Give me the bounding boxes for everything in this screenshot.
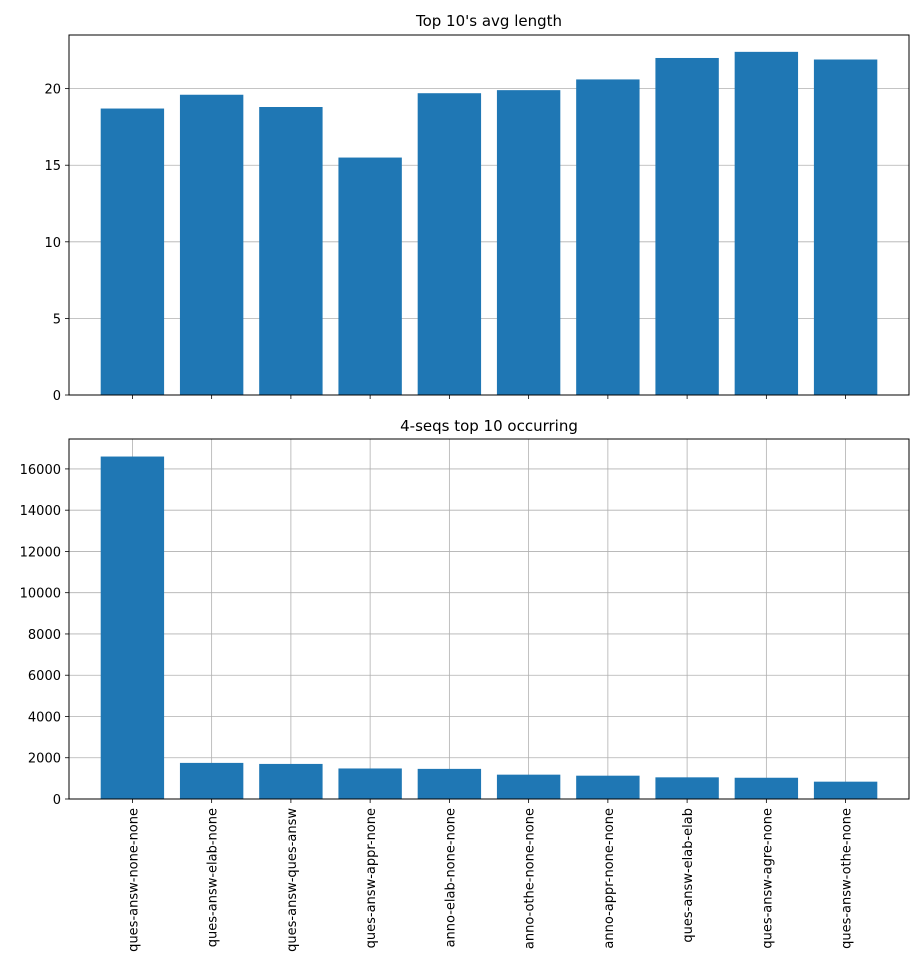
four-seqs-x-tick-label: anno-elab-none-none xyxy=(443,808,458,947)
four-seqs-plot-frame xyxy=(68,438,910,800)
four-seqs-bar xyxy=(338,768,402,799)
four-seqs-y-tick-label: 14000 xyxy=(20,504,61,519)
avg-length-bar xyxy=(417,93,482,395)
four-seqs-y-axis: 0 2000 4000 6000 8000 10000 12000 14000 16000 xyxy=(20,463,69,808)
four-seqs-x-tick-label: ques-answ-elab-elab xyxy=(681,808,696,943)
four-seqs-bar xyxy=(655,777,719,799)
four-seqs-y-tick-label: 0 xyxy=(53,793,61,808)
avg-length-x-axis xyxy=(131,395,847,399)
avg-length-plot-frame xyxy=(68,34,910,396)
avg-length-y-tick-label: 5 xyxy=(53,312,61,327)
four-seqs-x-tick-label: ques-answ-ques-answ xyxy=(285,808,300,952)
avg-length-bar xyxy=(576,79,640,395)
avg-length-chart-title: Top 10's avg length xyxy=(415,12,562,30)
four-seqs-y-tick-label: 8000 xyxy=(28,628,61,643)
avg-length-y-tick-label: 0 xyxy=(53,389,61,404)
four-seqs-x-tick-label: anno-appr-none-none xyxy=(602,808,617,949)
avg-length-y-tick-label: 20 xyxy=(44,83,61,98)
four-seqs-y-tick-label: 16000 xyxy=(20,463,61,478)
four-seqs-x-axis: ques-answ-none-none ques-answ-elab-none qu… xyxy=(126,799,855,952)
four-seqs-bar xyxy=(734,777,799,799)
avg-length-y-axis: 0 5 10 15 20 xyxy=(44,83,69,404)
four-seqs-x-tick-label: ques-answ-appr-none xyxy=(364,808,379,948)
avg-length-bar xyxy=(496,90,561,396)
avg-length-y-tick-label: 15 xyxy=(44,159,61,174)
four-seqs-bar xyxy=(259,763,323,799)
four-seqs-chart-title: 4-seqs top 10 occurring xyxy=(400,417,578,435)
four-seqs-bar xyxy=(496,774,561,799)
four-seqs-chart: 4-seqs top 10 occurring 0 2000 4000 6000 800… xyxy=(20,417,910,952)
four-seqs-bar xyxy=(179,762,244,799)
avg-length-bar xyxy=(813,59,878,395)
four-seqs-x-tick-label: ques-answ-agre-none xyxy=(760,808,775,949)
avg-length-bar xyxy=(338,157,402,395)
four-seqs-bar xyxy=(576,775,640,799)
avg-length-bar xyxy=(100,108,165,395)
avg-length-bar xyxy=(655,57,719,395)
four-seqs-y-tick-label: 12000 xyxy=(20,545,61,560)
four-seqs-x-tick-label: anno-othe-none-none xyxy=(523,808,538,949)
four-seqs-x-tick-label: ques-answ-othe-none xyxy=(840,808,855,949)
avg-length-chart: Top 10's avg length 0 5 10 15 20 xyxy=(44,12,910,404)
avg-length-bar xyxy=(259,107,323,395)
four-seqs-x-tick-label: ques-answ-elab-none xyxy=(206,808,221,947)
avg-length-bar xyxy=(179,94,244,395)
four-seqs-bar xyxy=(100,456,165,799)
four-seqs-y-tick-label: 4000 xyxy=(28,710,61,725)
four-seqs-bar xyxy=(813,781,878,799)
four-seqs-x-tick-label: ques-answ-none-none xyxy=(126,808,141,952)
avg-length-y-tick-label: 10 xyxy=(44,236,61,251)
four-seqs-y-tick-label: 2000 xyxy=(28,752,61,767)
four-seqs-bars xyxy=(100,456,878,799)
avg-length-bar xyxy=(734,51,799,395)
four-seqs-y-tick-label: 6000 xyxy=(28,669,61,684)
avg-length-bars xyxy=(100,51,878,396)
four-seqs-bar xyxy=(417,768,482,799)
four-seqs-y-tick-label: 10000 xyxy=(20,587,61,602)
